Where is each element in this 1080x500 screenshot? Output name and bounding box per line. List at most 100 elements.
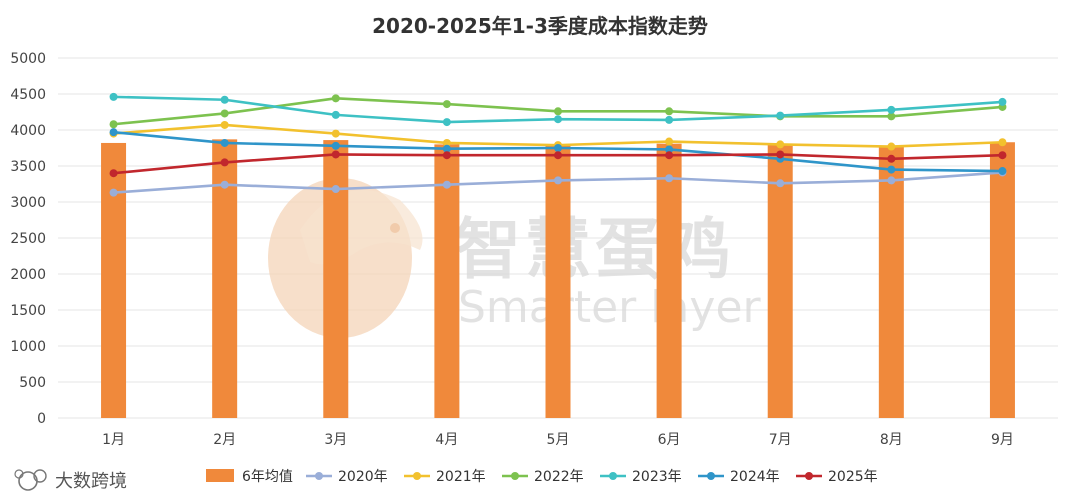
legend-swatch-marker xyxy=(413,472,421,480)
data-point xyxy=(220,180,229,189)
bubble-logo-icon xyxy=(14,469,47,491)
chart-title: 2020-2025年1-3季度成本指数走势 xyxy=(372,14,708,38)
series-2023年 xyxy=(109,92,1007,127)
legend-item-bar[interactable]: 6年均值 xyxy=(206,469,293,485)
x-axis-ticks: 1月 2月 3月 4月 5月 6月 7月 8月 9月 xyxy=(102,432,1014,448)
legend-label: 2022年 xyxy=(534,469,584,485)
data-point xyxy=(665,107,674,116)
y-tick-label: 5000 xyxy=(10,51,46,67)
data-point xyxy=(442,144,451,153)
legend-label: 2023年 xyxy=(632,469,682,485)
x-tick-label: 8月 xyxy=(880,432,903,448)
x-tick-label: 3月 xyxy=(324,432,347,448)
bar-6yr-avg xyxy=(878,146,904,418)
data-point xyxy=(442,151,451,160)
bar-6yr-avg xyxy=(101,142,127,418)
data-point xyxy=(442,118,451,127)
data-point xyxy=(220,158,229,167)
x-tick-label: 1月 xyxy=(102,432,125,448)
data-point xyxy=(887,165,896,174)
y-axis-ticks: 0 500 1000 1500 2000 2500 3000 3500 4000 4500 5000 xyxy=(10,51,46,427)
data-point xyxy=(887,112,896,121)
data-point xyxy=(554,144,562,152)
x-tick-label: 4月 xyxy=(435,432,458,448)
data-point xyxy=(331,150,340,159)
y-tick-label: 0 xyxy=(37,411,46,427)
data-point xyxy=(887,176,896,185)
legend-swatch-marker xyxy=(805,472,813,480)
y-tick-label: 2000 xyxy=(10,267,46,283)
bar-6yr-avg xyxy=(656,143,682,418)
legend-swatch-marker xyxy=(609,472,617,480)
data-point xyxy=(776,111,785,120)
bar-6yr-avg xyxy=(545,145,571,418)
legend-item-2020年[interactable]: 2020年 xyxy=(306,469,388,485)
y-tick-label: 1500 xyxy=(10,303,46,319)
bar-6yr-avg xyxy=(323,140,349,418)
data-point xyxy=(220,138,229,147)
data-point xyxy=(109,188,118,197)
data-point xyxy=(220,109,229,118)
data-point xyxy=(554,115,562,124)
legend-swatch xyxy=(206,469,234,482)
y-tick-label: 1000 xyxy=(10,339,46,355)
data-point xyxy=(665,145,674,154)
data-point xyxy=(109,128,118,137)
legend-item-2021年[interactable]: 2021年 xyxy=(404,469,486,485)
data-point xyxy=(220,120,229,129)
legend-label: 2020年 xyxy=(338,469,388,485)
data-point xyxy=(109,120,118,129)
data-point xyxy=(776,140,785,149)
series-2024年 xyxy=(109,128,1007,176)
legend-label: 6年均值 xyxy=(242,469,293,485)
legend-swatch-marker xyxy=(707,472,715,480)
data-point xyxy=(998,151,1007,160)
data-point xyxy=(998,167,1007,176)
data-point xyxy=(665,115,674,124)
data-point xyxy=(331,185,340,194)
legend-item-2024年[interactable]: 2024年 xyxy=(698,469,780,485)
watermark-chinese-text: 智慧蛋鸡 xyxy=(455,211,735,288)
data-point xyxy=(998,138,1007,147)
data-point xyxy=(331,94,340,103)
data-point xyxy=(554,176,562,185)
legend-item-2022年[interactable]: 2022年 xyxy=(502,469,584,485)
data-point xyxy=(109,169,118,178)
x-tick-label: 2月 xyxy=(213,432,236,448)
y-tick-label: 4000 xyxy=(10,123,46,139)
data-point xyxy=(887,105,896,114)
data-point xyxy=(887,154,896,163)
legend-label: 2024年 xyxy=(730,469,780,485)
data-point xyxy=(998,97,1007,106)
source-label: 大数跨境 xyxy=(55,471,127,492)
bar-6yr-avg xyxy=(767,144,793,418)
y-tick-label: 3000 xyxy=(10,195,46,211)
y-tick-label: 3500 xyxy=(10,159,46,175)
x-tick-label: 5月 xyxy=(547,432,570,448)
data-point xyxy=(109,92,118,101)
data-point xyxy=(887,142,896,151)
legend-item-2025年[interactable]: 2025年 xyxy=(796,469,878,485)
legend-label: 2021年 xyxy=(436,469,486,485)
y-tick-label: 500 xyxy=(19,375,46,391)
data-point xyxy=(331,110,340,119)
data-point xyxy=(776,179,785,188)
data-point xyxy=(442,100,451,109)
lines-layer xyxy=(109,92,1007,197)
legend-label: 2025年 xyxy=(828,469,878,485)
data-point xyxy=(331,141,340,150)
legend-item-2023年[interactable]: 2023年 xyxy=(600,469,682,485)
data-point xyxy=(776,150,785,159)
data-point xyxy=(554,107,562,116)
data-point xyxy=(665,137,674,146)
data-point xyxy=(331,129,340,138)
data-point xyxy=(442,180,451,189)
legend: 6年均值 2020年 2021年 2022年 2023年 2024年 2025年 xyxy=(206,469,878,485)
x-tick-label: 6月 xyxy=(658,432,681,448)
bar-6yr-avg xyxy=(434,144,460,418)
data-point xyxy=(554,151,562,160)
legend-swatch-marker xyxy=(315,472,323,480)
legend-swatch-marker xyxy=(511,472,519,480)
source-branding: 大数跨境 xyxy=(14,469,127,492)
